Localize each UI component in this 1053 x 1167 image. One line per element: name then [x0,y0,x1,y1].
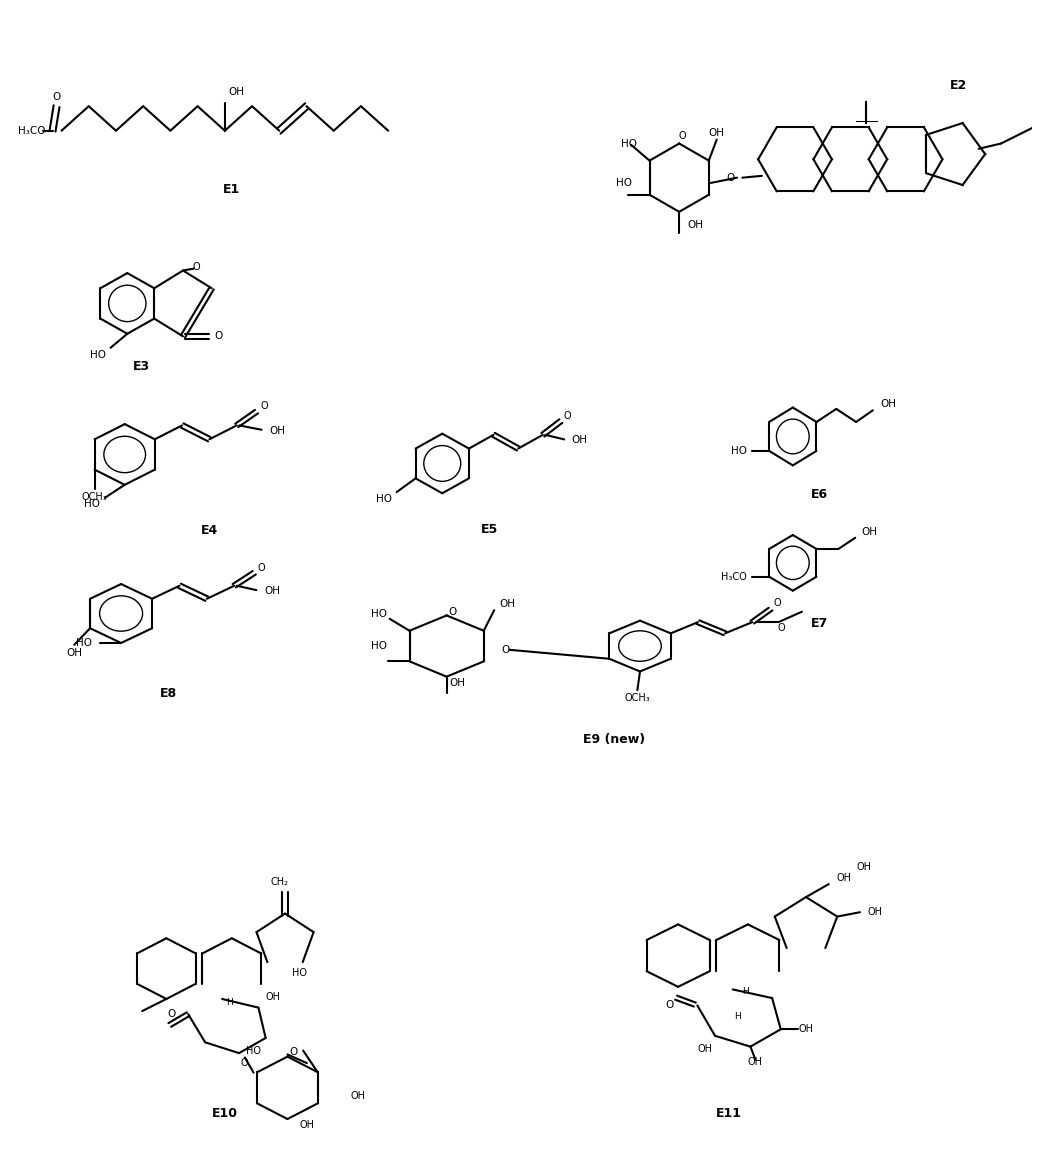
Text: HO: HO [84,499,100,509]
Text: E9 (new): E9 (new) [582,733,644,746]
Text: E10: E10 [212,1107,238,1120]
Text: OH: OH [709,128,724,138]
Text: OCH₃: OCH₃ [624,692,651,703]
Text: E3: E3 [133,359,151,373]
Text: OH: OH [269,426,285,435]
Text: H₃CO: H₃CO [721,572,748,582]
Text: E2: E2 [950,79,967,92]
Text: OH: OH [264,586,281,596]
Text: OH: OH [449,678,465,689]
Text: H: H [734,1012,741,1021]
Text: HO: HO [376,494,392,504]
Text: O: O [501,645,510,655]
Text: O: O [240,1057,247,1068]
Text: O: O [290,1047,297,1057]
Text: E5: E5 [481,524,498,537]
Text: OH: OH [836,873,851,882]
Text: O: O [215,331,223,341]
Text: HO: HO [371,641,386,651]
Text: OH: OH [687,219,703,230]
Text: HO: HO [76,638,93,648]
Text: O: O [449,607,457,616]
Text: HO: HO [621,139,637,148]
Text: O: O [193,261,200,272]
Text: OH: OH [880,399,896,410]
Text: E1: E1 [223,182,240,196]
Text: H: H [742,986,749,995]
Text: E8: E8 [160,687,177,700]
Text: OH: OH [697,1043,713,1054]
Text: OH: OH [499,599,515,609]
Text: OH: OH [798,1025,813,1034]
Text: E6: E6 [811,488,828,502]
Text: CH₂: CH₂ [271,878,289,887]
Text: OH: OH [299,1119,315,1130]
Text: O: O [774,599,781,608]
Text: OH: OH [351,1091,365,1102]
Text: OCH₃: OCH₃ [82,491,107,502]
Text: OH: OH [856,861,872,872]
Text: HO: HO [292,967,307,978]
Text: H₃CO: H₃CO [18,126,45,135]
Text: O: O [53,92,61,102]
Text: O: O [258,562,265,573]
Text: HO: HO [371,609,386,620]
Text: OH: OH [748,1057,763,1067]
Text: O: O [727,173,735,183]
Text: O: O [777,623,784,633]
Text: OH: OH [861,526,877,537]
Text: OH: OH [229,88,244,97]
Text: O: O [260,401,267,411]
Text: E7: E7 [811,617,828,630]
Text: E11: E11 [716,1107,741,1120]
Text: O: O [167,1009,176,1019]
Text: O: O [563,411,572,420]
Text: H: H [226,998,233,1007]
Text: O: O [665,1000,674,1011]
Text: OH: OH [66,649,82,658]
Text: HO: HO [245,1046,261,1056]
Text: OH: OH [265,992,280,1001]
Text: O: O [678,131,686,141]
Text: HO: HO [90,350,105,359]
Text: E4: E4 [200,524,218,537]
Text: HO: HO [731,446,748,456]
Text: OH: OH [868,907,882,917]
Text: OH: OH [572,435,588,446]
Text: HO: HO [616,177,632,188]
